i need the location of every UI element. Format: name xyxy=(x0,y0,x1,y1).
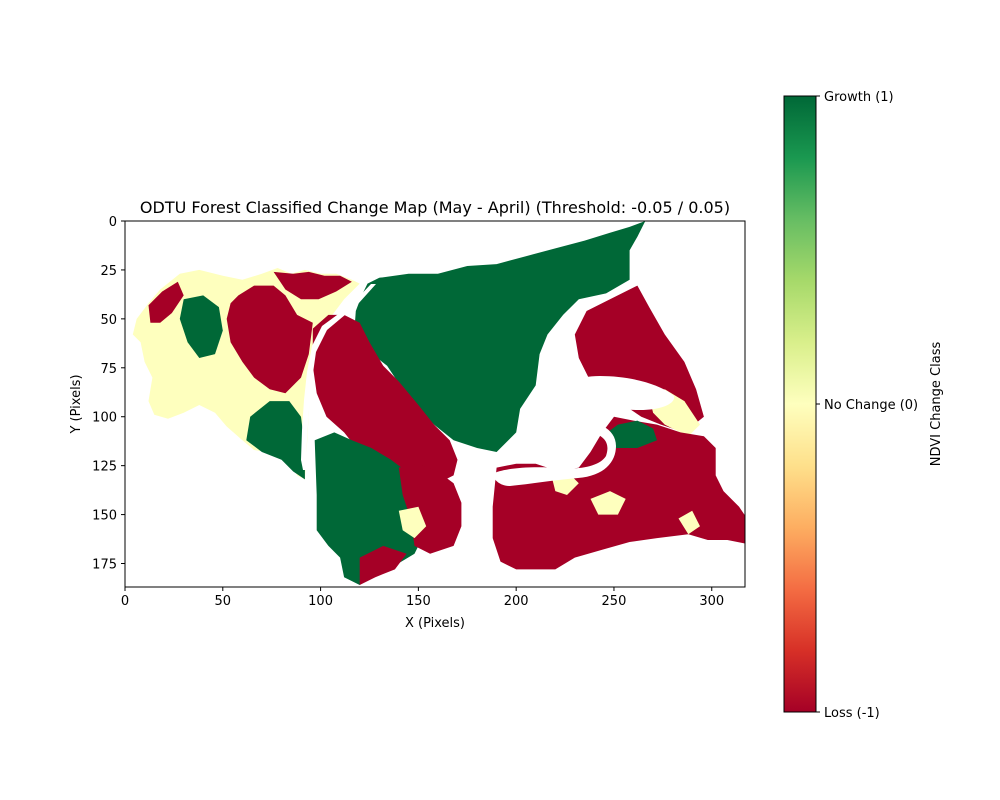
y-axis-label: Y (Pixels) xyxy=(69,374,84,434)
x-tick-label: 100 xyxy=(308,594,333,609)
lake-area xyxy=(492,376,675,486)
y-tick-label: 100 xyxy=(92,411,117,426)
x-tick-label: 150 xyxy=(406,594,431,609)
colorbar-label: NDVI Change Class xyxy=(929,342,944,467)
y-tick-label: 0 xyxy=(109,215,117,230)
y-tick-label: 175 xyxy=(92,558,117,573)
colorbar-tick-label: Loss (-1) xyxy=(824,706,880,721)
y-axis-ticks: 0 25 50 75 100 125 150 175 xyxy=(92,215,125,573)
colorbar-ticks: Growth (1) No Change (0) Loss (-1) xyxy=(816,90,918,721)
region-growth-5 xyxy=(246,401,305,480)
y-tick-label: 75 xyxy=(100,362,117,377)
region-growth-10 xyxy=(314,432,423,585)
region-growth-6 xyxy=(353,221,646,452)
chart-title: ODTU Forest Classified Change Map (May -… xyxy=(140,198,730,217)
region-loss-14 xyxy=(492,416,745,570)
x-tick-label: 300 xyxy=(699,594,724,609)
x-axis-label: X (Pixels) xyxy=(405,616,465,631)
region-loss-1 xyxy=(226,285,313,394)
y-tick-label: 50 xyxy=(100,313,117,328)
x-tick-label: 0 xyxy=(121,594,129,609)
region-no-change-12 xyxy=(398,506,427,539)
region-growth-18 xyxy=(602,420,657,448)
region-no-change-17 xyxy=(678,510,700,535)
region-loss-9 xyxy=(312,314,458,484)
colorbar-tick-label: No Change (0) xyxy=(824,398,918,413)
x-axis-ticks: 0 50 100 150 200 250 300 xyxy=(121,587,724,609)
region-loss-3 xyxy=(148,281,184,323)
y-tick-label: 150 xyxy=(92,509,117,524)
x-tick-label: 250 xyxy=(602,594,627,609)
y-tick-label: 25 xyxy=(100,264,117,279)
y-tick-label: 125 xyxy=(92,460,117,475)
plot-frame xyxy=(124,220,746,588)
colorbar-tick-label: Growth (1) xyxy=(824,90,894,105)
colorbar xyxy=(783,95,817,713)
region-loss-2 xyxy=(273,271,352,300)
region-no-change-16 xyxy=(590,491,626,515)
x-tick-label: 50 xyxy=(215,594,232,609)
region-growth-4 xyxy=(179,295,223,358)
x-tick-label: 200 xyxy=(504,594,529,609)
region-loss-13 xyxy=(359,545,407,585)
river-channel xyxy=(301,284,376,470)
